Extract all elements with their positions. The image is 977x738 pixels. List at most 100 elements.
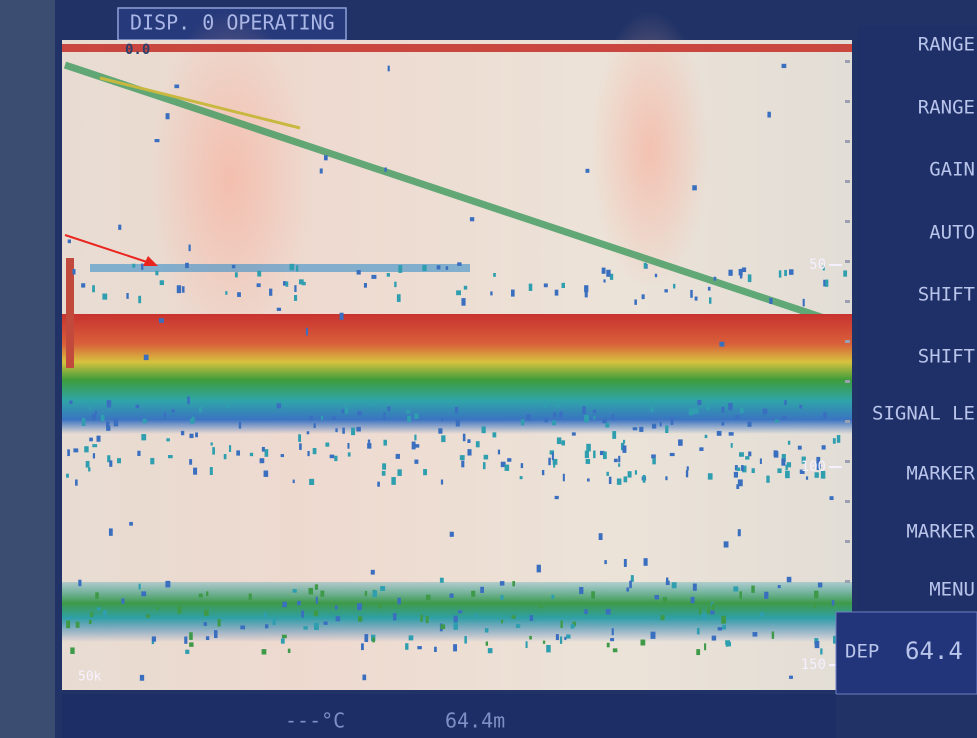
- speckle: [187, 397, 190, 405]
- speckle: [686, 470, 688, 477]
- speckle: [306, 328, 308, 336]
- speckle: [520, 476, 523, 479]
- speckle: [232, 265, 235, 268]
- speckle: [603, 452, 607, 460]
- speckle: [471, 591, 475, 597]
- speckle: [90, 612, 93, 617]
- speckle: [426, 616, 429, 623]
- speckle: [652, 458, 656, 464]
- speckle: [537, 565, 541, 573]
- speckle: [745, 456, 749, 459]
- speckle: [708, 473, 713, 479]
- speckle: [663, 597, 667, 604]
- speckle: [507, 458, 511, 462]
- speckle: [357, 411, 362, 415]
- speckle: [102, 294, 107, 300]
- speckle: [409, 635, 414, 640]
- speckle: [624, 559, 627, 567]
- speckle: [294, 295, 297, 301]
- speckle: [237, 292, 241, 297]
- speckle: [441, 624, 446, 629]
- speckle: [704, 643, 706, 650]
- speckle: [456, 420, 460, 427]
- speckle: [423, 469, 427, 475]
- speckle: [560, 620, 562, 628]
- speckle: [405, 643, 408, 650]
- speckle: [707, 607, 710, 614]
- speckle: [602, 268, 606, 274]
- speckle: [92, 444, 97, 447]
- speckle: [324, 155, 328, 160]
- speckle: [189, 434, 193, 438]
- speckle: [438, 428, 442, 433]
- speckle: [382, 463, 386, 469]
- speckle: [407, 416, 411, 422]
- speckle: [787, 577, 792, 582]
- speckle: [803, 299, 805, 307]
- speckle: [224, 454, 227, 459]
- speckle: [655, 595, 659, 599]
- speckle: [774, 451, 778, 457]
- speckle: [733, 586, 738, 591]
- speckle: [748, 274, 752, 282]
- speckle: [155, 139, 160, 142]
- speckle: [422, 265, 426, 271]
- speckle: [629, 581, 632, 589]
- speckle: [206, 591, 208, 596]
- minor-tick: [845, 260, 850, 263]
- speckle: [76, 622, 80, 628]
- speckle: [764, 592, 768, 599]
- speckle: [66, 474, 69, 478]
- speckle: [143, 419, 147, 423]
- speckle: [482, 426, 486, 433]
- speckle: [382, 471, 386, 476]
- speckle: [584, 415, 589, 422]
- speckle: [825, 280, 828, 287]
- speckle: [530, 615, 533, 621]
- speckle: [92, 414, 96, 421]
- speckle: [694, 408, 699, 414]
- speckle: [285, 281, 288, 286]
- speckle: [486, 642, 488, 646]
- speckle: [566, 634, 570, 638]
- speckle: [689, 408, 694, 415]
- speckle: [784, 400, 786, 405]
- speckle: [539, 605, 542, 608]
- speckle: [526, 414, 531, 421]
- speckle: [414, 460, 418, 464]
- speckle: [450, 532, 454, 537]
- speckle: [606, 270, 610, 277]
- speckle: [342, 409, 345, 413]
- speckle: [832, 600, 834, 605]
- speckle: [193, 468, 197, 475]
- speckle: [316, 597, 318, 604]
- speckle: [260, 458, 265, 463]
- speckle: [593, 416, 595, 419]
- depth-readout-value: 64.4: [905, 637, 963, 665]
- speckle: [357, 603, 362, 610]
- speckle: [460, 455, 465, 460]
- speckle: [325, 443, 329, 447]
- speckle: [141, 434, 146, 440]
- speckle: [139, 584, 141, 590]
- speckle: [739, 452, 744, 457]
- speckle: [378, 605, 381, 609]
- speckle: [544, 283, 548, 287]
- speckle: [639, 427, 643, 432]
- speckle: [454, 616, 458, 623]
- speckle: [211, 442, 213, 445]
- speckle: [609, 477, 612, 484]
- speckle: [644, 263, 647, 269]
- depth-label: 150: [801, 657, 826, 673]
- speckle: [557, 437, 561, 444]
- speckle: [95, 592, 99, 599]
- menu-item: MARKER: [906, 463, 975, 485]
- speckle: [712, 604, 715, 611]
- speckle: [313, 448, 317, 454]
- speckle: [160, 280, 164, 285]
- speckle: [114, 418, 118, 426]
- speckle: [412, 442, 416, 450]
- speckle: [406, 410, 410, 413]
- speckle: [751, 586, 754, 593]
- speckle: [225, 291, 227, 295]
